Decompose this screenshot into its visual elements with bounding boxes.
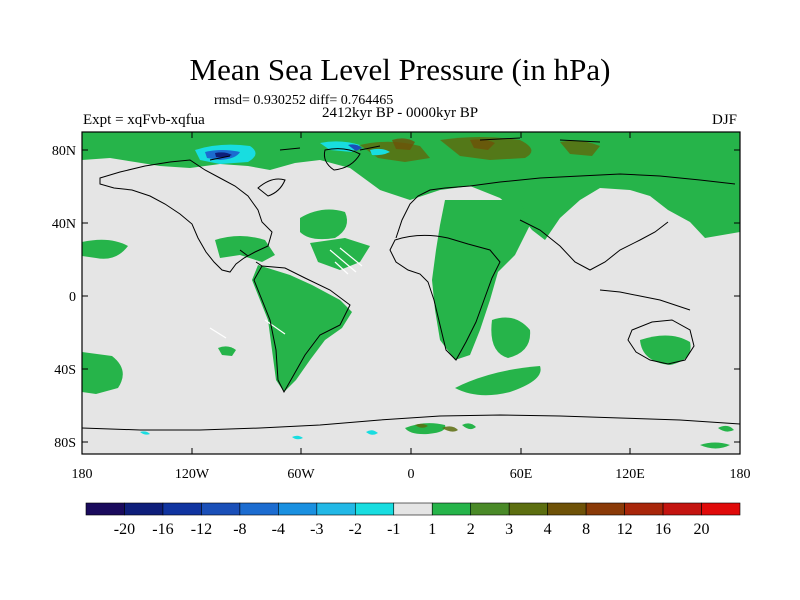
colorbar-swatch [239, 502, 279, 516]
stats-text: rmsd= 0.930252 diff= 0.764465 [214, 93, 394, 108]
colorbar-label: -8 [233, 521, 246, 538]
colorbar-swatch [547, 502, 587, 516]
colorbar-label: 16 [655, 521, 671, 538]
lat-label-40n: 40N [52, 217, 76, 232]
experiment-label: Expt = xqFvb-xqfua [83, 112, 205, 128]
lon-label-60w: 60W [287, 467, 315, 482]
colorbar-label: 1 [428, 521, 436, 538]
colorbar-swatch [316, 502, 356, 516]
colorbar-label: 3 [505, 521, 513, 538]
colorbar-swatch [393, 502, 433, 516]
figure-title: Mean Sea Level Pressure (in hPa) [189, 52, 611, 87]
lat-label-40s: 40S [54, 363, 76, 378]
colorbar-swatch [124, 502, 164, 516]
longitude-axis: 180 120W 60W 0 60E 120E 180 [72, 132, 751, 482]
colorbar-swatch [662, 502, 702, 516]
colorbar-label: -4 [272, 521, 285, 538]
map-panel [82, 132, 740, 454]
lon-label-120e: 120E [615, 467, 645, 482]
colorbar-swatch [162, 502, 202, 516]
colorbar-swatch [354, 502, 395, 516]
colorbar-label: 2 [467, 521, 475, 538]
colorbar-swatch [278, 502, 318, 516]
colorbar: -20 -16 -12 -8 -4 -3 -2 -1 1 2 3 4 8 12 16 20 [85, 502, 741, 538]
colorbar-swatch [508, 502, 548, 516]
colorbar-label: -16 [152, 521, 173, 538]
lon-label-180e: 180 [730, 467, 751, 482]
latitude-axis: 80N 40N 0 40S 80S [52, 144, 740, 451]
colorbar-swatch [85, 502, 125, 516]
season-label: DJF [712, 112, 738, 128]
colorbar-swatch [470, 502, 510, 516]
colorbar-label: -3 [310, 521, 323, 538]
period-text: 2412kyr BP - 0000kyr BP [322, 105, 479, 121]
colorbar-swatch [431, 502, 472, 516]
lat-label-80s: 80S [54, 436, 76, 451]
lon-label-120w: 120W [175, 467, 210, 482]
lon-label-0: 0 [408, 467, 415, 482]
colorbar-label: -20 [114, 521, 135, 538]
hatched-patches [209, 247, 363, 339]
colorbar-label: -12 [191, 521, 212, 538]
colorbar-swatch [624, 502, 664, 516]
lon-label-60e: 60E [510, 467, 533, 482]
negative-anomaly-regions [140, 141, 390, 454]
lat-label-0: 0 [69, 290, 76, 305]
colorbar-label: -2 [349, 521, 362, 538]
colorbar-label: 8 [582, 521, 590, 538]
colorbar-label: -1 [387, 521, 400, 538]
colorbar-swatch [701, 502, 741, 516]
strongest-positive-regions [392, 138, 495, 150]
colorbar-swatch [585, 502, 625, 516]
colorbar-label: 20 [694, 521, 710, 538]
lat-label-80n: 80N [52, 144, 76, 159]
lon-label-180w: 180 [72, 467, 93, 482]
colorbar-label: 12 [617, 521, 633, 538]
colorbar-label: 4 [544, 521, 552, 538]
colorbar-swatch [201, 502, 241, 516]
coastlines [82, 137, 740, 431]
